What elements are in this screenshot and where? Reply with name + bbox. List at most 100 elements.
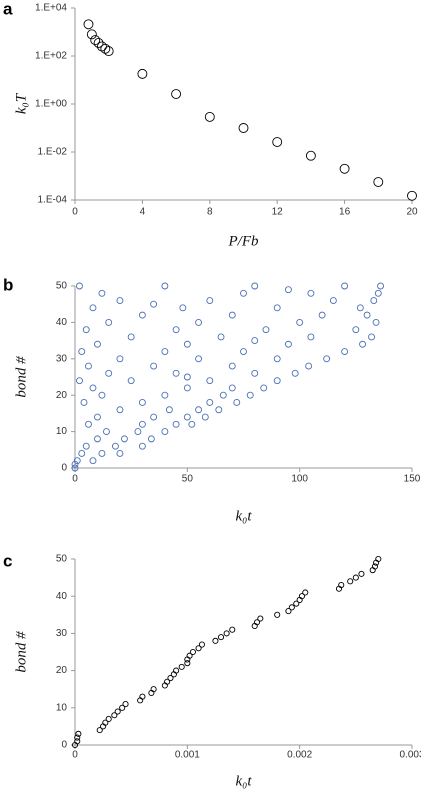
- point: [183, 373, 191, 381]
- x-tick-label: 0.002: [287, 750, 312, 761]
- point: [273, 304, 281, 312]
- point: [377, 282, 384, 290]
- point: [273, 377, 281, 385]
- y-tick-label: 1.E+00: [35, 99, 67, 110]
- point: [150, 362, 158, 370]
- point: [167, 674, 174, 682]
- x-axis-title: P/Fb: [228, 233, 259, 249]
- x-tick-label: 4: [140, 207, 146, 218]
- point: [318, 311, 326, 319]
- point: [161, 428, 169, 436]
- x-tick-label: 50: [182, 474, 194, 485]
- point: [165, 406, 173, 414]
- y-axis-title: bond #: [13, 356, 29, 398]
- y-tick-label: 10: [56, 702, 68, 713]
- y-axis-title: bond #: [13, 631, 29, 673]
- point: [273, 355, 281, 363]
- point: [86, 29, 97, 40]
- point: [116, 297, 124, 305]
- point: [71, 464, 79, 472]
- point: [238, 123, 249, 133]
- point: [94, 413, 101, 421]
- point: [298, 593, 305, 600]
- point: [198, 641, 205, 648]
- point: [85, 420, 92, 428]
- point: [272, 137, 283, 147]
- point: [204, 111, 215, 122]
- point: [229, 626, 236, 633]
- point: [228, 311, 236, 319]
- point: [307, 333, 315, 341]
- x-tick-label: 20: [406, 207, 418, 218]
- point: [284, 340, 292, 348]
- point: [98, 391, 106, 399]
- y-tick-label: 30: [56, 353, 68, 364]
- point: [359, 340, 367, 348]
- point: [219, 391, 227, 399]
- point: [161, 391, 169, 399]
- point: [90, 35, 101, 46]
- point: [339, 163, 350, 174]
- point: [195, 645, 202, 652]
- point: [338, 581, 345, 589]
- point: [373, 177, 384, 187]
- point: [195, 318, 203, 326]
- y-tick-label: 40: [56, 591, 68, 602]
- point: [184, 660, 191, 667]
- point: [127, 377, 135, 385]
- point: [201, 413, 209, 421]
- point: [120, 435, 128, 443]
- point: [370, 297, 378, 305]
- point: [251, 337, 259, 345]
- point: [172, 369, 180, 377]
- point: [251, 369, 259, 377]
- point: [85, 362, 92, 370]
- point: [98, 289, 106, 297]
- point: [103, 428, 110, 436]
- point: [80, 399, 88, 406]
- x-tick-label: 12: [272, 207, 284, 218]
- point: [262, 326, 270, 334]
- point: [352, 574, 359, 581]
- panel-label: c: [3, 551, 12, 570]
- point: [372, 318, 380, 326]
- point: [233, 399, 241, 406]
- point: [73, 457, 81, 465]
- point: [89, 384, 97, 392]
- point: [183, 340, 191, 348]
- point: [371, 563, 378, 570]
- point: [94, 340, 101, 348]
- x-tick-label: 0: [72, 207, 78, 218]
- panel-label: a: [3, 0, 13, 18]
- y-tick-label: 50: [56, 554, 68, 565]
- point: [302, 589, 309, 596]
- point: [105, 318, 113, 326]
- point: [82, 326, 90, 334]
- point: [274, 611, 281, 618]
- x-tick-label: 150: [404, 474, 421, 485]
- point: [103, 46, 114, 57]
- point: [97, 41, 107, 52]
- y-tick-label: 20: [56, 390, 68, 401]
- point: [119, 704, 126, 711]
- point: [76, 377, 83, 385]
- chart-panel: a 0 4 8 12 16 20 1.E-04 1.E-02 1.E+00 1.E+02 1.E+04…: [3, 0, 418, 249]
- point: [89, 304, 97, 312]
- point: [307, 289, 315, 297]
- point: [76, 282, 83, 290]
- point: [186, 652, 193, 659]
- x-axis-title: k₀t: [235, 773, 252, 789]
- point: [114, 708, 121, 715]
- point: [137, 68, 148, 79]
- point: [94, 435, 101, 443]
- point: [74, 738, 81, 745]
- point: [139, 693, 146, 700]
- point: [206, 399, 214, 406]
- point: [102, 719, 109, 726]
- point: [105, 715, 112, 723]
- point: [127, 333, 135, 341]
- x-axis-title: k₀t: [235, 508, 252, 524]
- point: [305, 362, 313, 370]
- point: [172, 326, 180, 334]
